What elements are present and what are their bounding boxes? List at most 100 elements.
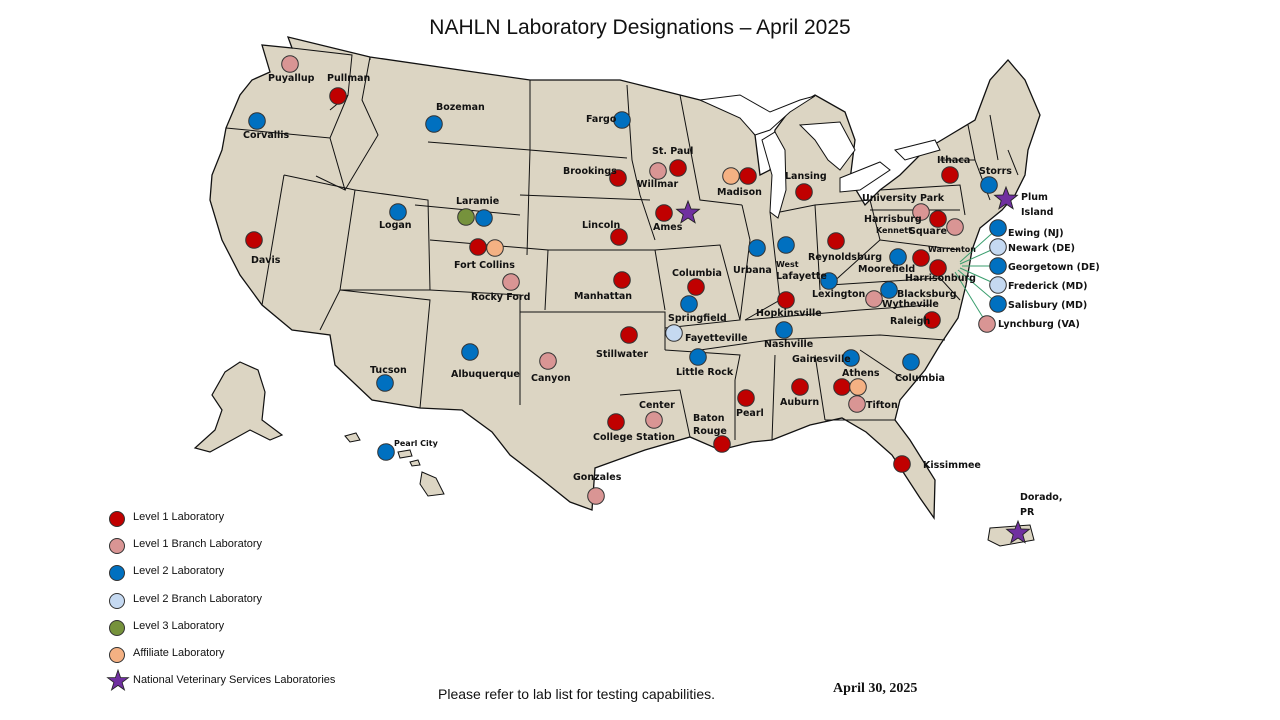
legend-label: Level 1 Laboratory: [133, 511, 225, 523]
lake-erie: [839, 161, 891, 193]
label-newark: Newark (DE): [1008, 243, 1075, 254]
marker-kennett-square: [946, 218, 964, 236]
label-urbana: Urbana: [733, 265, 772, 276]
state-border-34: [814, 354, 826, 421]
marker-fargo: [613, 111, 631, 129]
marker-hopkinsville: [777, 291, 795, 309]
marker-nashville: [775, 321, 793, 339]
legend-label: Level 1 Branch Laboratory: [133, 538, 263, 551]
state-border-4: [283, 174, 356, 331]
state-border-11: [529, 80, 628, 159]
label-puyallup: Puyallup: [268, 73, 315, 84]
marker-urbana: [748, 239, 766, 257]
lake-ontario: [894, 139, 941, 161]
label-warrenton: Warrenton: [928, 245, 976, 254]
marker-willmar: [649, 162, 667, 180]
state-border-40: [1007, 149, 1019, 176]
hawaii-island-3: [409, 459, 421, 467]
label-square: Square: [909, 226, 947, 237]
marker-university-park: [912, 203, 930, 221]
label-storrs: Storrs: [979, 166, 1012, 177]
state-border-26: [879, 239, 961, 251]
label-harrisburg: Harrisburg: [864, 214, 922, 225]
marker-columbia-mo: [687, 278, 705, 296]
legend-label: National Veterinary Services Laboratorie…: [133, 674, 336, 687]
legend-label: Level 3 Laboratory: [133, 619, 225, 632]
label-fargo: Fargo: [586, 114, 617, 125]
state-border-2: [344, 56, 379, 191]
star-icon: [106, 669, 130, 692]
leader-line-5: [954, 271, 988, 325]
label-reynoldsburg: Reynoldsburg: [808, 252, 882, 263]
label-little-rock: Little Rock: [676, 367, 734, 378]
lake-huron: [798, 121, 856, 171]
marker-st-paul: [669, 159, 687, 177]
label-springfield: Springfield: [668, 313, 727, 324]
marker-albuquerque: [461, 343, 479, 361]
marker-laramie-level-2: [475, 209, 493, 227]
label-west: West: [776, 260, 799, 269]
circle-icon: [109, 538, 125, 555]
circle-icon: [109, 592, 125, 609]
marker-storrs: [980, 176, 998, 194]
marker-fort-collins: [469, 238, 487, 256]
state-borders: [225, 47, 1019, 441]
marker-rocky-ford: [502, 273, 520, 291]
marker-bozeman: [425, 115, 443, 133]
marker-davis: [245, 231, 263, 249]
label-st-paul: St. Paul: [652, 146, 693, 157]
label-lafayette: Lafayette: [776, 271, 827, 282]
label-laramie: Laramie: [456, 196, 499, 207]
state-border-3: [315, 137, 346, 191]
marker-moorefield: [889, 248, 907, 266]
marker-gonzales: [587, 487, 605, 505]
marker-tucson: [376, 374, 394, 392]
state-border-5: [261, 174, 285, 306]
legend-label: Affiliate Laboratory: [133, 646, 225, 659]
label-columbia-mo: Columbia: [672, 268, 722, 279]
state-border-17: [339, 289, 431, 409]
label-willmar: Willmar: [637, 179, 679, 190]
marker-stillwater: [620, 326, 638, 344]
marker-harrisburg: [929, 210, 947, 228]
marker-ames: [655, 204, 673, 222]
state-border-39: [989, 114, 999, 161]
label-fayetteville: Fayetteville: [685, 333, 748, 344]
label-fort-collins: Fort Collins: [454, 260, 515, 271]
label-ewing: Ewing (NJ): [1008, 228, 1064, 239]
label-pullman: Pullman: [327, 73, 371, 84]
lab-labels: Puyallup Pullman Corvallis Bozeman Fargo…: [243, 73, 1100, 518]
label-hopkinsville: Hopkinsville: [756, 308, 822, 319]
marker-ithaca: [941, 166, 959, 184]
lake-michigan: [761, 131, 787, 219]
marker-tifton: [848, 395, 866, 413]
label-lincoln: Lincoln: [582, 220, 620, 231]
label-brookings: Brookings: [563, 166, 617, 177]
circle-icon: [109, 511, 125, 527]
state-border-23: [814, 199, 881, 286]
marker-pearl-city: [377, 443, 395, 461]
label-logan: Logan: [379, 220, 412, 231]
label-kissimmee: Kissimmee: [923, 460, 981, 471]
marker-baton-rouge: [713, 435, 731, 453]
state-border-31: [619, 389, 691, 438]
label-madison: Madison: [717, 187, 762, 198]
marker-reynoldsburg: [827, 232, 845, 250]
state-border-36: [859, 349, 906, 381]
marker-fayetteville: [665, 324, 683, 342]
footnote: Please refer to lab list for testing cap…: [438, 686, 716, 702]
label-frederick: Frederick (MD): [1008, 281, 1087, 292]
state-border-38: [967, 124, 976, 161]
marker-dorado-pr: [1005, 519, 1031, 544]
marker-salisbury-md: [989, 295, 1007, 313]
state-border-18: [654, 244, 741, 329]
marker-newark-de: [989, 238, 1007, 256]
label-pearl: Pearl: [736, 408, 764, 419]
state-border-19: [679, 94, 743, 206]
state-border-33: [771, 354, 776, 441]
marker-warrenton: [912, 249, 930, 267]
label-stillwater: Stillwater: [596, 349, 648, 360]
report-date: April 30, 2025: [833, 681, 918, 696]
label-pr: PR: [1020, 507, 1035, 518]
label-plum: Plum: [1021, 192, 1048, 203]
